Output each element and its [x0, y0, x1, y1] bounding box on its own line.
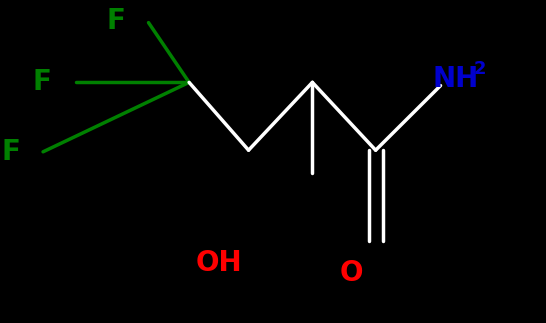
Text: O: O	[340, 259, 363, 287]
Text: 2: 2	[474, 60, 486, 78]
Text: OH: OH	[195, 249, 242, 277]
Text: F: F	[106, 7, 126, 35]
Text: F: F	[33, 68, 51, 96]
Text: NH: NH	[432, 65, 479, 93]
Text: F: F	[1, 138, 20, 166]
